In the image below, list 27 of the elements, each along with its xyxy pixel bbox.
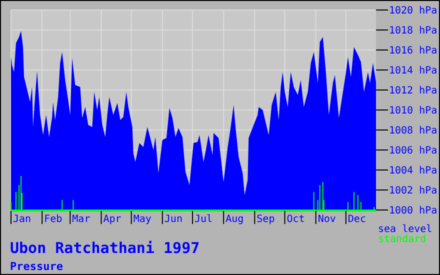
x-tick-label: Apr — [103, 214, 122, 225]
text: standard — [378, 234, 426, 245]
x-tick-label: Nov — [318, 214, 336, 225]
x-tick-label: Oct — [286, 214, 305, 225]
y-tick-label: 1004 hPa — [389, 166, 438, 176]
text: Pressure — [10, 260, 64, 273]
y-tick-label: 1006 hPa — [389, 146, 438, 156]
x-tick-label: Aug — [226, 214, 244, 225]
y-tick-label: 1000 hPa — [389, 206, 438, 216]
text: Ubon Ratchathani 1997 — [10, 239, 200, 257]
x-tick-label: Feb — [44, 214, 62, 225]
y-tick-label: 1008 hPa — [389, 126, 438, 136]
y-tick-label: 1014 hPa — [389, 66, 438, 76]
x-tick-label: May — [133, 214, 152, 225]
x-tick-label: Jan — [13, 214, 32, 225]
y-tick-label: 1016 hPa — [389, 46, 438, 56]
y-tick-label: 1012 hPa — [389, 86, 438, 96]
y-tick-label: 1018 hPa — [389, 26, 438, 36]
y-tick-label: 1002 hPa — [389, 186, 438, 196]
x-tick-label: Sep — [256, 214, 275, 225]
x-tick-label: Mar — [72, 214, 90, 225]
y-tick-label: 1020 hPa — [389, 6, 438, 16]
y-tick-label: 1010 hPa — [389, 106, 438, 116]
x-tick-label: Jul — [194, 214, 213, 225]
series-label: sea level — [378, 224, 432, 235]
x-tick-label: Jun — [164, 214, 182, 225]
x-tick-label: Dec — [348, 214, 366, 225]
